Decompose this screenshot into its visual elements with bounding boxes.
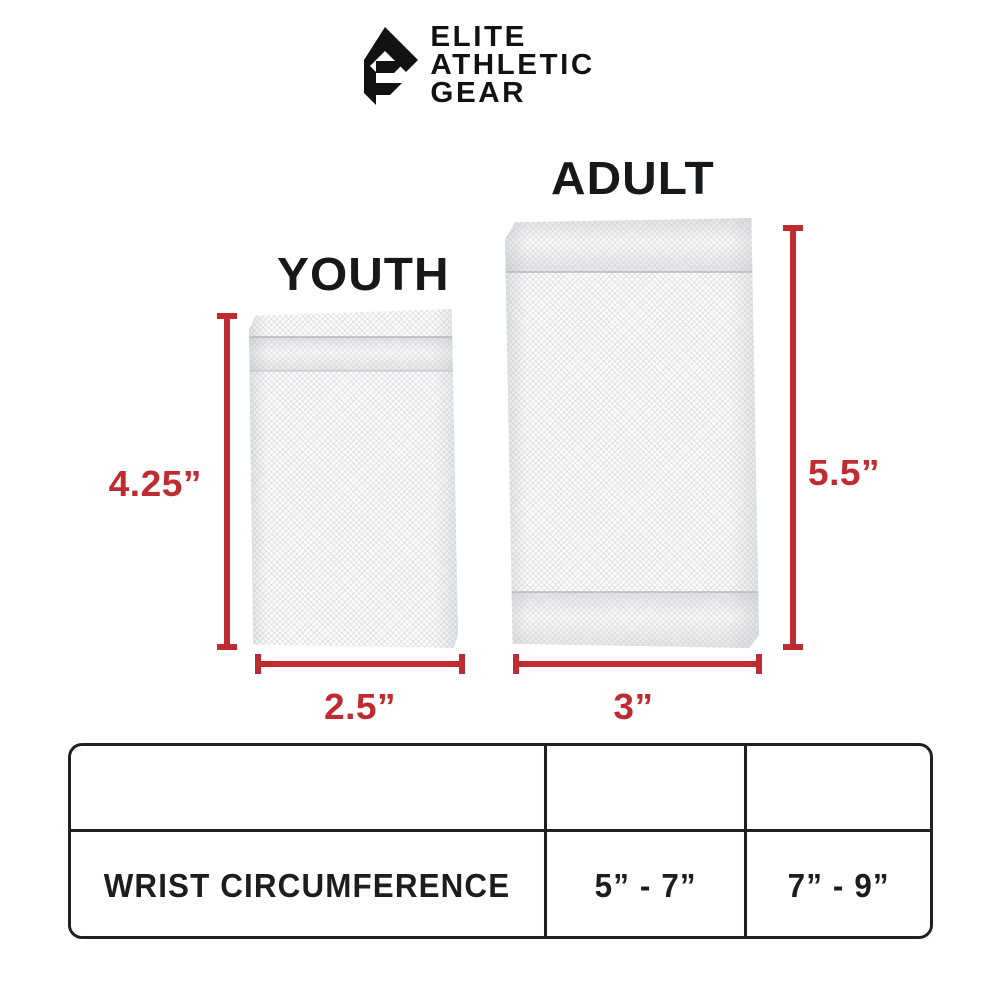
- adult-top-seam: [505, 271, 759, 273]
- adult-shading: [505, 218, 759, 648]
- youth-band-seam: [249, 370, 458, 372]
- adult-width-dimension-line: [513, 654, 762, 674]
- adult-top-band: [505, 218, 759, 272]
- table-header-youth: YOUTH: [543, 746, 746, 832]
- table-row: WRIST CIRCUMFERENCE 5” - 7” 7” - 9”: [71, 830, 930, 936]
- table-header-size: SIZE: [71, 746, 546, 832]
- youth-width-label: 2.5”: [323, 686, 397, 727]
- brand-line-1: ELITE: [430, 21, 527, 53]
- elite-athletic-gear-monogram-icon: [364, 26, 418, 105]
- adult-fabric-texture: [505, 218, 759, 648]
- youth-top-seam: [249, 336, 458, 338]
- youth-width-dimension-line: [255, 654, 465, 674]
- row-value-adult: 7” - 9”: [744, 830, 930, 936]
- brand-wordmark: ELITE ATHLETIC GEAR: [430, 21, 595, 109]
- youth-height-dimension-line: [217, 313, 237, 650]
- table-header-row: SIZE YOUTH ADULT: [71, 746, 930, 832]
- youth-size-title: YOUTH: [277, 248, 450, 300]
- adult-hem-band: [505, 592, 759, 648]
- brand-line-2: ATHLETIC: [430, 48, 595, 81]
- size-table: SIZE YOUTH ADULT WRIST CIRCUMFERENCE 5” …: [68, 743, 933, 939]
- size-table-body: WRIST CIRCUMFERENCE 5” - 7” 7” - 9”: [71, 830, 930, 936]
- row-label-wrist-circumference: WRIST CIRCUMFERENCE: [71, 830, 546, 936]
- size-table-head: SIZE YOUTH ADULT: [71, 746, 930, 832]
- brand-logo: ELITE ATHLETIC GEAR: [352, 21, 595, 109]
- youth-height-label: 4.25”: [108, 463, 202, 504]
- adult-height-label: 5.5”: [807, 452, 881, 493]
- row-value-youth: 5” - 7”: [543, 830, 746, 936]
- size-table-grid: SIZE YOUTH ADULT WRIST CIRCUMFERENCE 5” …: [71, 746, 930, 936]
- brand-line-3: GEAR: [430, 76, 527, 109]
- adult-height-dimension-line: [783, 225, 803, 650]
- table-header-adult: ADULT: [744, 746, 930, 832]
- youth-sleeve-image: [249, 309, 458, 648]
- adult-width-label: 3”: [613, 686, 654, 727]
- adult-size-title: ADULT: [551, 152, 715, 204]
- adult-sleeve-image: [505, 218, 759, 648]
- adult-hem-seam: [505, 591, 759, 593]
- youth-cuff-band: [249, 337, 458, 371]
- youth-shading: [249, 309, 458, 648]
